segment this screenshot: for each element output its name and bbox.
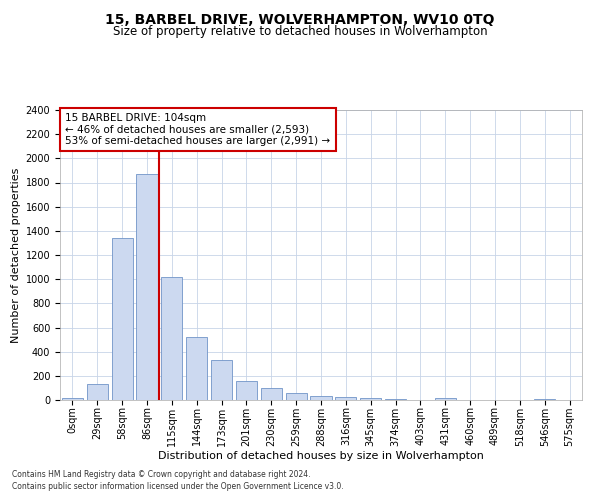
Text: Contains HM Land Registry data © Crown copyright and database right 2024.: Contains HM Land Registry data © Crown c… (12, 470, 311, 479)
Bar (186, 336, 207, 400)
Bar (534, 399, 555, 400)
Text: 15, BARBEL DRIVE, WOLVERHAMPTON, WV10 0TQ: 15, BARBEL DRIVE, WOLVERHAMPTON, WV10 0T… (105, 12, 495, 26)
Bar (335, 397, 356, 400)
Bar (435, 398, 456, 400)
Y-axis label: Number of detached properties: Number of detached properties (11, 168, 22, 342)
Bar (261, 388, 282, 400)
Bar (236, 380, 257, 400)
Bar (286, 394, 307, 400)
Text: Size of property relative to detached houses in Wolverhampton: Size of property relative to detached ho… (113, 25, 487, 38)
Text: Contains public sector information licensed under the Open Government Licence v3: Contains public sector information licen… (12, 482, 344, 491)
Bar (87, 384, 108, 400)
Bar (62, 398, 83, 400)
Bar (360, 398, 381, 400)
Bar (211, 360, 232, 400)
Text: 15 BARBEL DRIVE: 104sqm
← 46% of detached houses are smaller (2,593)
53% of semi: 15 BARBEL DRIVE: 104sqm ← 46% of detache… (65, 113, 331, 146)
X-axis label: Distribution of detached houses by size in Wolverhampton: Distribution of detached houses by size … (158, 452, 484, 462)
Bar (136, 174, 158, 400)
Bar (310, 396, 332, 400)
Bar (385, 399, 406, 400)
Bar (112, 238, 133, 400)
Bar (161, 277, 182, 400)
